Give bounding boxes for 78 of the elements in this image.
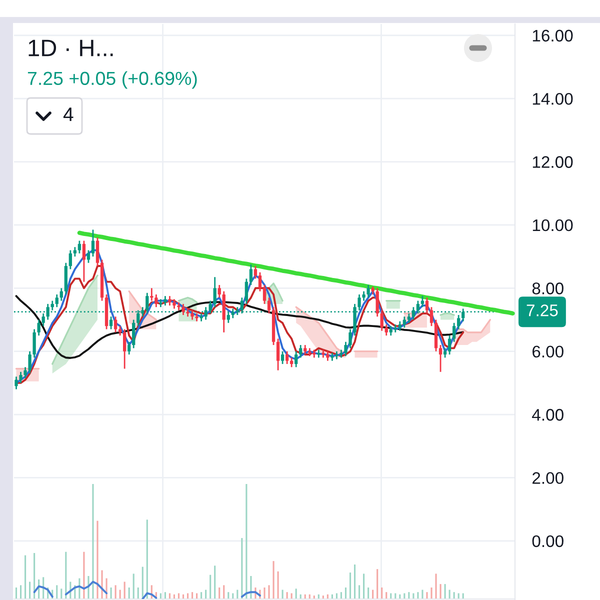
candlestick xyxy=(213,276,216,308)
candlestick xyxy=(19,371,22,384)
candlestick xyxy=(430,306,434,327)
candlestick xyxy=(172,298,176,310)
candlestick xyxy=(123,328,126,370)
candlestick xyxy=(154,294,158,308)
candlestick xyxy=(285,350,289,365)
candlestick xyxy=(96,236,100,267)
candlestick xyxy=(267,296,271,314)
candlestick xyxy=(244,278,248,305)
candlestick xyxy=(32,328,36,358)
candlestick xyxy=(402,316,406,328)
candlestick xyxy=(118,325,122,336)
candlestick xyxy=(438,344,442,373)
candlestick xyxy=(358,294,361,311)
candlestick xyxy=(420,295,424,308)
y-tick-label: 8.00 xyxy=(532,282,564,294)
candlestick xyxy=(425,296,429,314)
candlestick xyxy=(366,284,370,298)
candlestick xyxy=(452,322,456,343)
candlestick xyxy=(290,356,294,368)
candlestick xyxy=(457,314,460,330)
candlestick xyxy=(380,310,384,332)
candlestick xyxy=(168,295,172,306)
candlestick xyxy=(384,324,388,336)
candlestick xyxy=(55,294,58,308)
candlestick xyxy=(73,246,77,258)
candlestick xyxy=(146,292,149,314)
y-tick-label: 4.00 xyxy=(532,408,564,421)
y-tick-label: 2.00 xyxy=(532,472,564,484)
candlestick xyxy=(258,272,262,292)
candlestick xyxy=(389,325,392,336)
candlestick xyxy=(86,250,90,264)
candlestick xyxy=(344,341,348,357)
candlestick xyxy=(164,295,167,306)
candlestick xyxy=(249,264,253,286)
candlestick xyxy=(294,350,298,368)
y-tick-label: 16.00 xyxy=(532,30,573,42)
annotation: 4 xyxy=(63,108,74,122)
candlestick xyxy=(37,319,40,336)
y-tick-label: 6.00 xyxy=(532,346,564,358)
candlestick xyxy=(82,240,86,283)
candlestick xyxy=(348,328,352,349)
line-series xyxy=(77,230,515,316)
y-tick-label: 14.00 xyxy=(532,92,573,105)
y-tick-label: 10.00 xyxy=(532,219,573,232)
candlestick xyxy=(304,344,307,356)
candlestick xyxy=(182,303,185,316)
candlestick xyxy=(91,228,95,258)
candlestick xyxy=(276,338,280,371)
candlestick xyxy=(376,287,379,318)
text: 7.25 +0.05 (+0.69%) xyxy=(28,71,197,89)
candlestick xyxy=(398,320,402,332)
candlestick xyxy=(280,350,284,365)
candlestick xyxy=(262,284,266,305)
candlestick xyxy=(114,316,118,334)
candlestick xyxy=(362,290,366,302)
candlestick xyxy=(14,376,18,390)
candlestick xyxy=(448,334,452,356)
ref-line-label: 7.25 xyxy=(526,304,558,316)
candlestick xyxy=(150,287,154,302)
candlestick xyxy=(443,347,447,358)
candlestick xyxy=(78,240,82,254)
candlestick xyxy=(190,310,194,320)
y-tick-label: 0.00 xyxy=(532,535,564,548)
candlestick xyxy=(218,284,221,298)
candlestick xyxy=(299,344,302,358)
candlestick xyxy=(109,316,113,330)
candlestick xyxy=(132,319,136,349)
candlestick xyxy=(24,366,27,379)
candlestick xyxy=(254,265,258,280)
candlestick xyxy=(128,341,131,356)
candlestick xyxy=(28,350,32,374)
text: 1D · H... xyxy=(28,40,113,56)
candlestick xyxy=(326,350,330,362)
candlestick xyxy=(60,287,63,302)
y-tick-label: 12.00 xyxy=(532,156,573,168)
candlestick xyxy=(68,250,72,270)
